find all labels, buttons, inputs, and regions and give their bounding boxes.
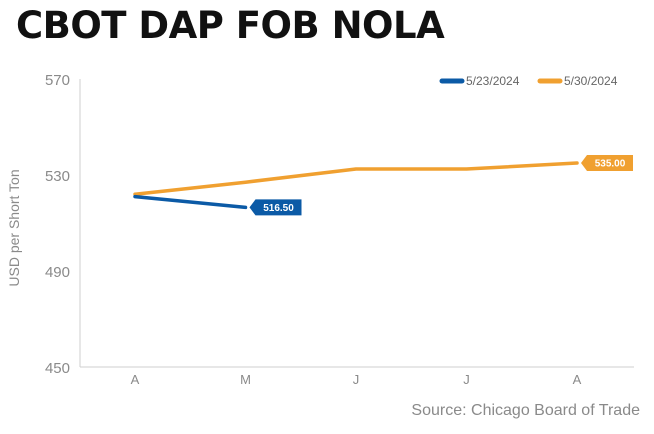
x-tick-label: A bbox=[573, 372, 582, 387]
series-lines bbox=[133, 161, 579, 210]
data-label: 516.50 bbox=[263, 203, 294, 214]
y-tick-label: 450 bbox=[45, 360, 70, 377]
chart-title: CBOT DAP FOB NOLA bbox=[16, 4, 445, 47]
source-note: Source: Chicago Board of Trade bbox=[411, 402, 640, 419]
y-tick-label: 530 bbox=[45, 168, 70, 185]
series-line-2 bbox=[133, 161, 579, 196]
series-line-1 bbox=[133, 194, 248, 210]
x-tick-label: A bbox=[131, 372, 140, 387]
legend-label: 5/23/2024 bbox=[466, 74, 520, 88]
y-axis-ticks: 450 490 530 570 bbox=[45, 72, 70, 377]
y-tick-label: 570 bbox=[45, 72, 70, 89]
x-tick-label: J bbox=[463, 372, 470, 387]
data-labels: 516.50 535.00 bbox=[249, 155, 633, 216]
legend: 5/23/2024 5/30/2024 bbox=[439, 74, 618, 88]
data-label-box bbox=[581, 155, 633, 171]
x-tick-label: J bbox=[353, 372, 360, 387]
chart-axes bbox=[79, 79, 634, 368]
data-label: 535.00 bbox=[595, 159, 626, 170]
legend-label: 5/30/2024 bbox=[564, 74, 618, 88]
x-tick-label: M bbox=[240, 372, 251, 387]
data-label-box bbox=[249, 199, 302, 216]
y-tick-label: 490 bbox=[45, 264, 70, 281]
